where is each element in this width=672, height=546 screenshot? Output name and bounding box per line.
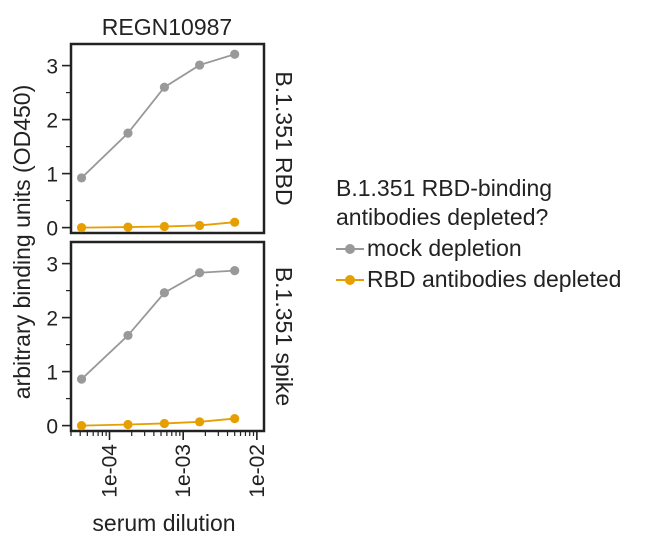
legend-swatch-rbd-antibodies-depleted [336,270,364,290]
series-line-mock-depletion [80,53,235,179]
data-point-rbd-antibodies-depleted [159,418,170,429]
x-tick-label: 1e-04 [99,444,122,498]
facet-panels: 0 1 2 3 B.1.351 RBD 0 1 2 3 B.1.351 spike 1e-04 1e-… [46,42,297,498]
data-point-mock-depletion [123,330,133,341]
data-point-mock-depletion [194,60,205,70]
series-line-rbd-antibodies-depleted [81,221,235,229]
legend-item-mock-depletion: mock depletion [336,234,636,263]
legend: B.1.351 RBD-binding antibodies depleted?… [336,174,636,294]
data-point-rbd-antibodies-depleted [230,413,240,424]
facet-strip-label: B.1.351 RBD [271,71,297,205]
data-point-mock-depletion [194,268,205,278]
data-point-rbd-antibodies-depleted [123,222,133,232]
data-point-rbd-antibodies-depleted [123,419,133,430]
chart-title: REGN10987 [102,14,232,40]
y-tick-label: 1 [46,362,58,385]
legend-swatch-mock-depletion [336,239,364,259]
legend-label-rbd-antibodies-depleted: RBD antibodies depleted [367,266,622,292]
x-tick-label: 1e-02 [246,444,269,498]
y-tick-label: 2 [46,110,58,133]
series-line-rbd-antibodies-depleted [81,417,235,427]
x-tick-label: 1e-03 [172,444,195,498]
facet-strip-label: B.1.351 spike [271,267,297,406]
data-point-rbd-antibodies-depleted [194,417,205,427]
panel-frame [69,240,266,433]
data-point-mock-depletion [76,173,87,183]
panel-b-1-351-rbd: 0 1 2 3 B.1.351 RBD [46,42,297,241]
legend-label-mock-depletion: mock depletion [367,235,522,261]
data-point-rbd-antibodies-depleted [159,221,170,232]
y-tick-label: 3 [46,56,58,79]
x-axis-label: serum dilution [92,510,235,536]
data-point-rbd-antibodies-depleted [76,223,87,233]
y-tick-label: 3 [46,254,58,277]
y-axis-label: arbitrary binding units (OD450) [9,85,35,399]
data-point-rbd-antibodies-depleted [76,421,87,431]
legend-item-rbd-antibodies-depleted: RBD antibodies depleted [336,265,636,294]
data-point-mock-depletion [230,266,240,276]
y-tick-label: 1 [46,164,58,187]
data-point-mock-depletion [230,49,240,59]
legend-title: B.1.351 RBD-binding antibodies depleted? [336,175,553,230]
series-line-mock-depletion [80,269,235,380]
panel-frame [69,42,266,235]
data-point-mock-depletion [123,128,133,138]
data-point-mock-depletion [76,374,87,384]
data-point-rbd-antibodies-depleted [230,217,240,227]
data-point-rbd-antibodies-depleted [194,220,205,231]
y-tick-label: 0 [46,218,58,241]
y-tick-label: 0 [46,416,58,439]
data-point-mock-depletion [159,82,170,92]
panel-b-1-351-spike: 0 1 2 3 B.1.351 spike [46,240,297,439]
y-tick-label: 2 [46,308,58,331]
data-point-mock-depletion [159,288,170,298]
